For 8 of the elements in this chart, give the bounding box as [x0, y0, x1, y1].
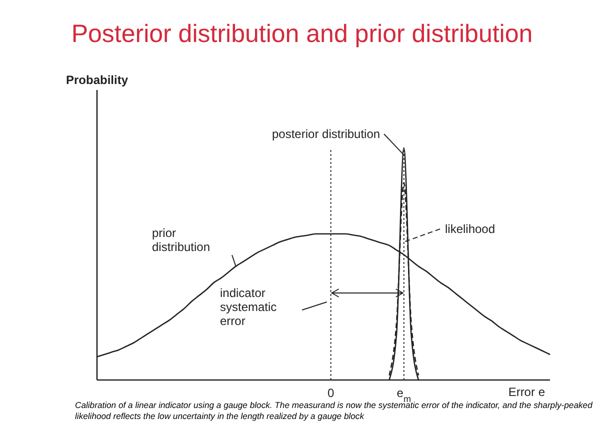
text: Probability: [66, 73, 128, 87]
chart-title: Posterior distribution and prior distribution: [71, 20, 533, 48]
text: prior distribution: [152, 226, 210, 254]
x-axis-title: Error e: [508, 385, 546, 399]
annotation: indicator systematic error: [220, 286, 277, 328]
legend-label: likelihood: [445, 222, 496, 236]
x-tick-label: 0: [327, 386, 334, 400]
text: posterior distribution: [272, 127, 380, 141]
